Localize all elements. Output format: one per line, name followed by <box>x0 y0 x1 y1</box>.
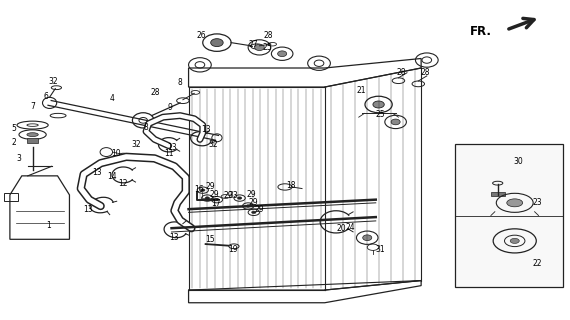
Circle shape <box>215 198 219 201</box>
Text: 23: 23 <box>532 198 542 207</box>
Text: 29: 29 <box>255 205 264 214</box>
Text: 29: 29 <box>249 198 259 207</box>
Text: 24: 24 <box>345 223 355 232</box>
Text: 30: 30 <box>514 157 524 166</box>
Text: 3: 3 <box>16 154 21 163</box>
Text: 20: 20 <box>337 224 347 233</box>
Ellipse shape <box>507 199 523 207</box>
Text: 8: 8 <box>178 78 182 87</box>
Text: 4: 4 <box>109 94 115 103</box>
Ellipse shape <box>391 119 400 125</box>
Text: 21: 21 <box>357 86 367 95</box>
Ellipse shape <box>211 39 223 47</box>
Bar <box>27 138 38 142</box>
Text: 7: 7 <box>30 101 35 111</box>
Text: 11: 11 <box>164 149 173 158</box>
Circle shape <box>510 238 519 244</box>
Text: 10: 10 <box>111 149 121 158</box>
Text: FR.: FR. <box>470 25 492 38</box>
Text: 6: 6 <box>43 92 48 101</box>
Text: 13: 13 <box>201 125 210 134</box>
Circle shape <box>237 197 242 199</box>
Text: 29: 29 <box>205 181 215 190</box>
Text: 28: 28 <box>421 68 430 77</box>
Ellipse shape <box>27 133 38 137</box>
Text: 31: 31 <box>376 245 385 254</box>
Text: 13: 13 <box>170 233 179 242</box>
Text: 13: 13 <box>83 205 92 214</box>
Bar <box>491 192 504 196</box>
Text: 12: 12 <box>119 179 128 188</box>
Text: 13: 13 <box>92 168 101 177</box>
Ellipse shape <box>278 51 287 57</box>
Text: 32: 32 <box>49 77 58 86</box>
Circle shape <box>201 189 205 191</box>
Text: 28: 28 <box>397 68 406 77</box>
Ellipse shape <box>255 44 264 51</box>
Text: 32: 32 <box>132 140 141 149</box>
Circle shape <box>205 197 210 199</box>
Text: 2: 2 <box>11 138 16 147</box>
Text: 26: 26 <box>196 31 206 40</box>
Text: 9: 9 <box>168 103 173 112</box>
Text: 28: 28 <box>151 88 160 97</box>
Ellipse shape <box>363 235 372 241</box>
Circle shape <box>246 205 250 207</box>
Circle shape <box>251 211 256 214</box>
Text: 33: 33 <box>228 191 238 200</box>
Text: 28: 28 <box>263 31 272 40</box>
Text: 17: 17 <box>211 199 221 208</box>
Text: 25: 25 <box>376 110 385 119</box>
Text: 29: 29 <box>246 190 256 199</box>
Text: 14: 14 <box>107 172 117 181</box>
Text: 32: 32 <box>208 140 218 149</box>
Text: 29: 29 <box>223 191 233 200</box>
Text: 16: 16 <box>194 185 203 194</box>
Text: 8: 8 <box>144 123 148 132</box>
Text: 19: 19 <box>228 245 238 254</box>
Text: 27: 27 <box>249 40 259 49</box>
Text: 18: 18 <box>286 181 295 190</box>
Bar <box>4 193 18 201</box>
Bar <box>455 144 563 287</box>
Text: 1: 1 <box>46 220 51 229</box>
Text: 25: 25 <box>262 43 272 52</box>
Text: 22: 22 <box>532 259 542 268</box>
Text: 29: 29 <box>209 190 219 199</box>
Text: 15: 15 <box>205 235 215 244</box>
Text: 13: 13 <box>167 143 176 152</box>
Text: 5: 5 <box>11 124 17 133</box>
Ellipse shape <box>373 101 384 108</box>
